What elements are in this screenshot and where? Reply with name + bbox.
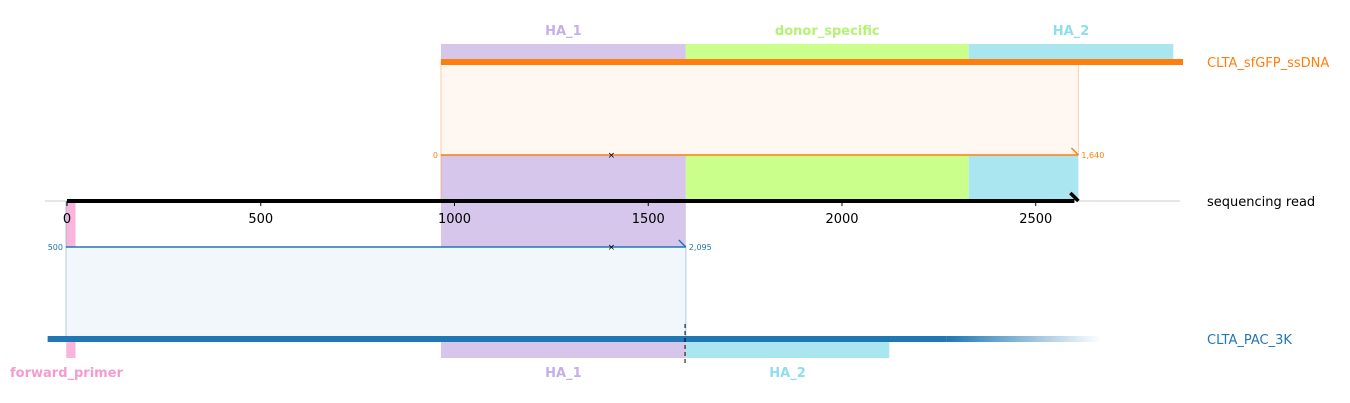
read-axis: 0 500 1000 1500 2000 2500 [45, 191, 1180, 227]
alignment-layer [47, 59, 1183, 364]
top-feature-projection-donor-specific [685, 155, 969, 201]
bottom-reference-bar-fade [946, 336, 1102, 342]
bottom-feature-label-forward-primer: forward_primer [10, 366, 124, 381]
bottom-feature-projection-forward-primer [66, 202, 76, 247]
bottom-alignment-arrow [678, 239, 687, 248]
top-feature-donor-specific [685, 44, 969, 62]
top-alignment-start-label: 0 [433, 151, 438, 160]
top-alignment-region [440, 61, 1079, 156]
top-reference-bar [440, 59, 1183, 65]
bottom-feature-label-HA-1: HA_1 [545, 366, 582, 381]
top-alignment-arrow [1070, 147, 1079, 156]
top-feature-label-donor-specific: donor_specific [775, 24, 880, 39]
top-feature-label-HA-2: HA_2 [1053, 24, 1090, 39]
bottom-reference-name: CLTA_PAC_3K [1207, 333, 1292, 348]
top-feature-projection-HA-2 [968, 155, 1079, 201]
read-axis-label: sequencing read [1207, 195, 1315, 210]
bottom-reference-bar [47, 336, 947, 342]
bottom-feature-HA-2 [685, 339, 890, 358]
top-mismatch-marker: × [608, 151, 616, 161]
feature-layer [66, 44, 1174, 358]
top-feature-label-HA-1: HA_1 [545, 24, 582, 39]
axis-tick-label-2000: 2000 [825, 212, 858, 227]
top-feature-projection-HA-1 [440, 155, 686, 201]
sequencing-read-arrow [1069, 191, 1080, 203]
axis-tick-label-2500: 2500 [1019, 212, 1052, 227]
axis-tick-label-1500: 1500 [632, 212, 665, 227]
bottom-mismatch-marker: × [608, 243, 616, 253]
top-alignment-end-label: 1,640 [1081, 151, 1104, 160]
bottom-feature-forward-primer [66, 339, 76, 358]
label-layer: HA_1 donor_specific HA_2 forward_primer HA_1… [10, 24, 1329, 381]
bottom-alignment-region [65, 246, 687, 340]
bottom-feature-HA-1 [440, 339, 686, 358]
bottom-alignment-start-label: 500 [48, 243, 63, 252]
top-feature-HA-2 [968, 44, 1174, 62]
top-reference-name: CLTA_sfGFP_ssDNA [1207, 56, 1329, 71]
bottom-feature-projection-HA-1 [440, 202, 686, 247]
axis-tick-label-0: 0 [63, 212, 71, 227]
bottom-alignment-end-label: 2,095 [689, 243, 712, 252]
bottom-feature-label-HA-2: HA_2 [769, 366, 806, 381]
axis-tick-label-500: 500 [248, 212, 273, 227]
top-feature-HA-1 [440, 44, 686, 62]
axis-tick-label-1000: 1000 [438, 212, 471, 227]
